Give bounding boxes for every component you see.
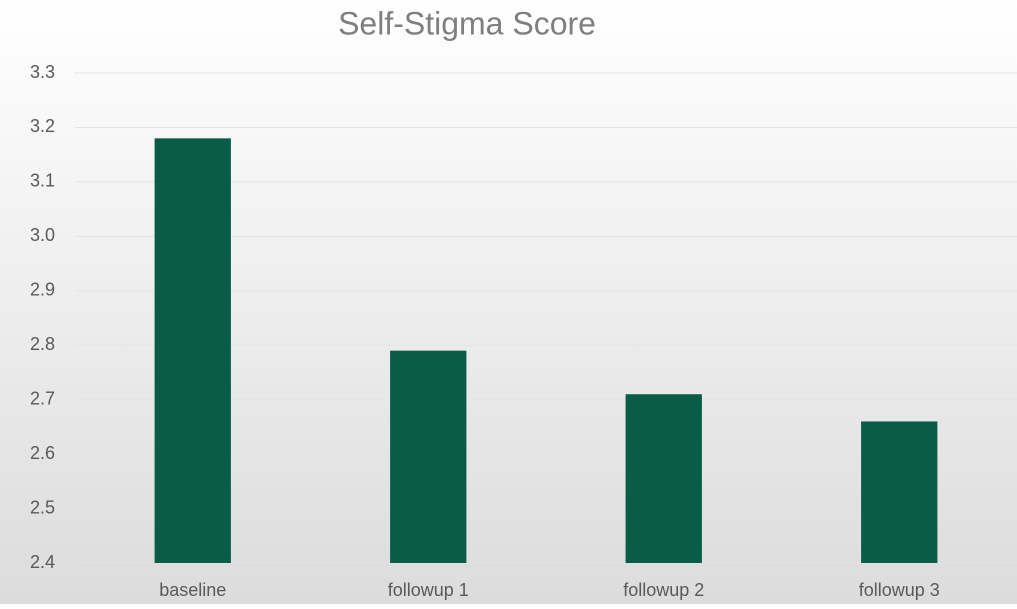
y-tick-label: 3.0 <box>30 225 55 245</box>
y-tick-label: 2.6 <box>30 443 55 463</box>
y-tick-label: 3.1 <box>30 171 55 191</box>
chart-title: Self-Stigma Score <box>338 5 596 41</box>
y-tick-label: 2.8 <box>30 334 55 354</box>
y-tick-label: 2.9 <box>30 280 55 300</box>
y-tick-label: 2.7 <box>30 388 55 408</box>
x-tick-label: followup 1 <box>388 580 469 600</box>
x-tick-label: followup 2 <box>623 580 704 600</box>
y-tick-label: 3.3 <box>30 62 55 82</box>
y-tick-label: 2.5 <box>30 497 55 517</box>
y-tick-label: 3.2 <box>30 116 55 136</box>
bar <box>861 421 938 563</box>
bar <box>625 394 702 563</box>
x-tick-label: followup 3 <box>859 580 940 600</box>
x-tick-label: baseline <box>159 580 226 600</box>
bar <box>154 138 231 564</box>
bar <box>390 350 467 563</box>
y-tick-label: 2.4 <box>30 552 55 572</box>
